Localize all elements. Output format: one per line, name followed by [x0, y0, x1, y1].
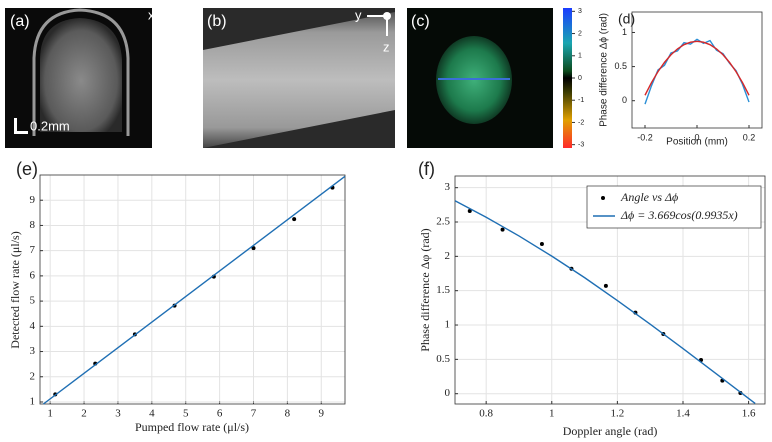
y-tick-label: 1 [622, 27, 627, 37]
image-label: (c) [411, 13, 430, 30]
y-tick-label: 0 [445, 387, 451, 399]
colorbar-tick-label: -3 [578, 142, 584, 149]
x-tick-label: -0.2 [637, 132, 653, 142]
plot-area [632, 12, 762, 128]
x-tick-label: 1.4 [676, 408, 690, 420]
data-point [292, 217, 297, 222]
y-tick-label: 4 [30, 320, 36, 332]
x-tick-label: 0 [694, 132, 699, 142]
x-tick-label: 1.6 [742, 408, 756, 420]
axis-glyph: z [182, 39, 189, 54]
colorbar-tick-label: 1 [578, 53, 582, 60]
data-line [42, 175, 346, 405]
data-point [500, 227, 505, 232]
y-tick-label: 0 [622, 95, 627, 105]
colorbar-tick-label: 2 [578, 30, 582, 37]
y-tick-label: 5 [30, 295, 36, 307]
panel-label: (e) [16, 159, 38, 179]
plot-frame [454, 175, 766, 405]
y-tick-label: 9 [30, 194, 36, 206]
data-point [539, 241, 544, 246]
data-point [467, 209, 472, 214]
panel-label: (f) [418, 159, 435, 179]
y-tick-label: 3 [30, 345, 36, 357]
x-tick-label: 1.2 [611, 408, 625, 420]
colorbar-tick-label: -1 [578, 97, 584, 104]
x-axis-label: Position (mm) [666, 137, 728, 148]
x-tick-label: 4 [149, 408, 155, 420]
y-tick-label: 3 [445, 181, 451, 193]
image-label: (a) [10, 13, 30, 30]
data-point [603, 283, 608, 288]
data-point [251, 246, 256, 251]
plot-area [40, 175, 345, 404]
legend-label: Δϕ = 3.669cos(0.9935x) [620, 208, 738, 222]
y-tick-label: 0.5 [614, 61, 627, 71]
legend-box [586, 185, 762, 229]
panel-label: (d) [618, 11, 635, 27]
axis-glyph: y [355, 7, 362, 22]
colorbar-tick-label: -2 [578, 119, 584, 126]
plot-frame [631, 11, 763, 129]
y-tick-label: 2.5 [436, 216, 450, 228]
colorbar-tick-label: 3 [578, 8, 582, 15]
x-axis-label: Doppler angle (rad) [563, 424, 658, 438]
y-tick-label: 7 [30, 244, 36, 256]
axis-glyph: x [148, 7, 155, 22]
y-tick-label: 2 [445, 250, 451, 262]
x-axis-label: Pumped flow rate (μl/s) [135, 420, 249, 434]
scale-bar-label: 0.2mm [30, 118, 70, 133]
y-tick-label: 2 [30, 370, 36, 382]
colorbar-tick-label: 0 [578, 75, 582, 82]
y-tick-label: 8 [30, 219, 36, 231]
y-tick-label: 1 [30, 396, 36, 408]
x-tick-label: 1 [549, 408, 555, 420]
x-tick-label: 7 [251, 408, 257, 420]
y-tick-label: 6 [30, 269, 36, 281]
image-a [5, 8, 190, 148]
x-tick-label: 0.2 [743, 132, 756, 142]
data-line [644, 40, 750, 96]
x-tick-label: 1 [47, 408, 53, 420]
legend-label: Angle vs Δϕ [620, 190, 678, 204]
legend-swatch [601, 196, 605, 200]
y-tick-label: 0.5 [436, 353, 450, 365]
x-tick-label: 6 [217, 408, 223, 420]
y-tick-label: 1.5 [436, 284, 450, 296]
image-b [203, 8, 395, 148]
x-tick-label: 5 [183, 408, 189, 420]
data-line [454, 200, 756, 405]
x-tick-label: 3 [115, 408, 121, 420]
image-c [407, 8, 572, 148]
y-tick-label: 1 [445, 319, 451, 331]
plot-frame [39, 174, 346, 405]
x-tick-label: 0.8 [479, 408, 493, 420]
image-label: (b) [207, 13, 227, 30]
x-tick-label: 2 [81, 408, 87, 420]
y-axis-label: Phase difference Δϕ (rad) [599, 13, 610, 127]
axis-glyph: z [383, 39, 390, 54]
y-axis-label: Phase difference Δφ (rad) [418, 228, 432, 351]
y-axis-label: Detected flow rate (μl/s) [8, 231, 22, 348]
x-tick-label: 9 [319, 408, 325, 420]
x-tick-label: 8 [285, 408, 291, 420]
